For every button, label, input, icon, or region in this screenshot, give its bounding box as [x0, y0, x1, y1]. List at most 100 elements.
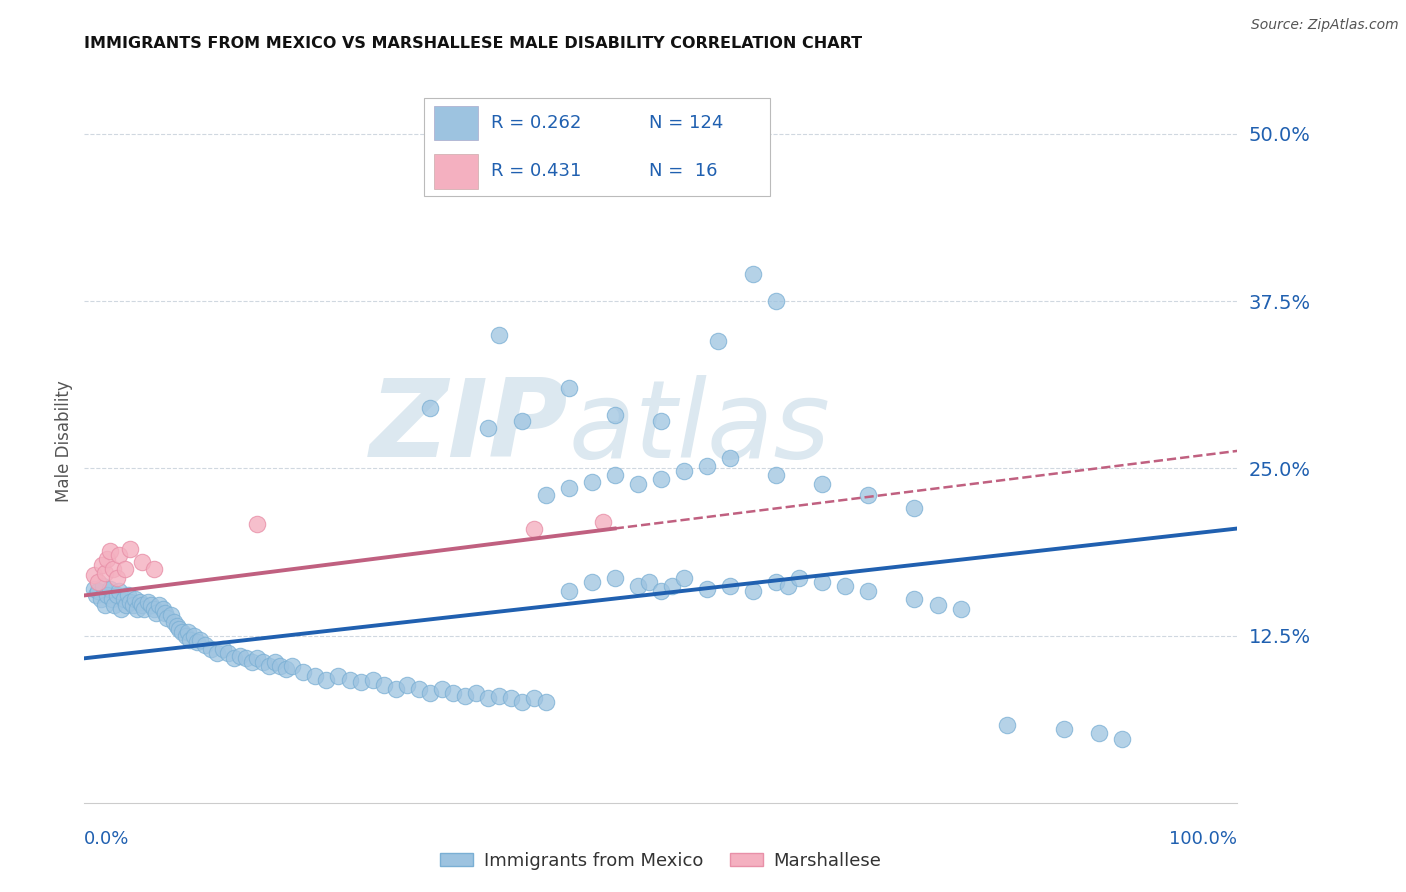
FancyBboxPatch shape: [425, 98, 770, 196]
Point: [408, 681, 430, 696]
Point: [224, 651, 246, 665]
Point: [581, 475, 603, 489]
Point: [581, 575, 603, 590]
Point: [98, 544, 121, 558]
Point: [96, 552, 118, 566]
Point: [339, 673, 361, 687]
Text: 100.0%: 100.0%: [1170, 830, 1237, 847]
Point: [141, 598, 163, 612]
Point: [128, 595, 150, 609]
Point: [108, 584, 131, 599]
Point: [186, 635, 208, 649]
Point: [94, 598, 117, 612]
Point: [441, 686, 464, 700]
Text: atlas: atlas: [568, 375, 831, 480]
Point: [1111, 731, 1133, 746]
Point: [304, 669, 326, 683]
Bar: [433, 154, 478, 188]
Point: [858, 488, 880, 502]
Point: [98, 582, 121, 596]
Point: [523, 691, 546, 706]
Point: [252, 655, 274, 669]
Point: [188, 632, 211, 647]
Point: [373, 678, 395, 692]
Point: [117, 589, 139, 603]
Point: [696, 458, 718, 473]
Point: [142, 562, 165, 576]
Point: [160, 608, 183, 623]
Point: [89, 592, 111, 607]
Point: [650, 584, 672, 599]
Point: [534, 696, 557, 710]
Point: [742, 268, 765, 282]
Point: [603, 571, 626, 585]
Point: [603, 408, 626, 422]
Point: [811, 575, 834, 590]
Point: [557, 584, 579, 599]
Point: [603, 467, 626, 482]
Point: [83, 568, 105, 582]
Point: [776, 579, 799, 593]
Text: N = 124: N = 124: [650, 113, 724, 132]
Point: [120, 595, 142, 609]
Point: [183, 628, 205, 642]
Point: [903, 501, 925, 516]
Point: [110, 602, 132, 616]
Point: [177, 624, 200, 639]
Point: [650, 414, 672, 429]
Point: [315, 673, 337, 687]
Point: [396, 678, 419, 692]
Text: R = 0.431: R = 0.431: [491, 162, 582, 180]
Point: [361, 673, 384, 687]
Point: [707, 334, 730, 349]
Point: [718, 450, 741, 465]
Text: Source: ZipAtlas.com: Source: ZipAtlas.com: [1251, 18, 1399, 32]
Point: [91, 579, 114, 593]
Text: IMMIGRANTS FROM MEXICO VS MARSHALLESE MALE DISABILITY CORRELATION CHART: IMMIGRANTS FROM MEXICO VS MARSHALLESE MA…: [84, 36, 862, 51]
Point: [557, 482, 579, 496]
Text: 0.0%: 0.0%: [84, 830, 129, 847]
Point: [194, 638, 217, 652]
Point: [927, 598, 949, 612]
Point: [384, 681, 406, 696]
Point: [557, 381, 579, 395]
Point: [696, 582, 718, 596]
Point: [84, 589, 107, 603]
Y-axis label: Male Disability: Male Disability: [55, 381, 73, 502]
Point: [127, 602, 149, 616]
Point: [465, 686, 488, 700]
Point: [627, 477, 650, 491]
Point: [995, 718, 1018, 732]
Point: [276, 662, 298, 676]
Point: [112, 592, 135, 607]
Point: [263, 655, 285, 669]
Point: [638, 575, 661, 590]
Point: [477, 421, 499, 435]
Point: [87, 575, 110, 590]
Point: [488, 327, 510, 342]
Point: [477, 691, 499, 706]
Point: [105, 589, 128, 603]
Point: [167, 622, 190, 636]
Point: [136, 595, 159, 609]
Point: [108, 548, 131, 563]
Point: [134, 602, 156, 616]
Point: [145, 606, 167, 620]
Point: [512, 696, 534, 710]
Point: [627, 180, 650, 194]
Point: [292, 665, 315, 679]
Point: [103, 598, 125, 612]
Point: [512, 414, 534, 429]
Text: N =  16: N = 16: [650, 162, 718, 180]
Point: [87, 584, 110, 599]
Point: [523, 521, 546, 535]
Point: [200, 642, 222, 657]
Point: [419, 401, 441, 416]
Point: [672, 464, 695, 478]
Point: [121, 598, 143, 612]
Point: [350, 675, 373, 690]
Point: [627, 579, 650, 593]
Point: [949, 602, 972, 616]
Point: [246, 517, 269, 532]
Point: [163, 615, 186, 630]
